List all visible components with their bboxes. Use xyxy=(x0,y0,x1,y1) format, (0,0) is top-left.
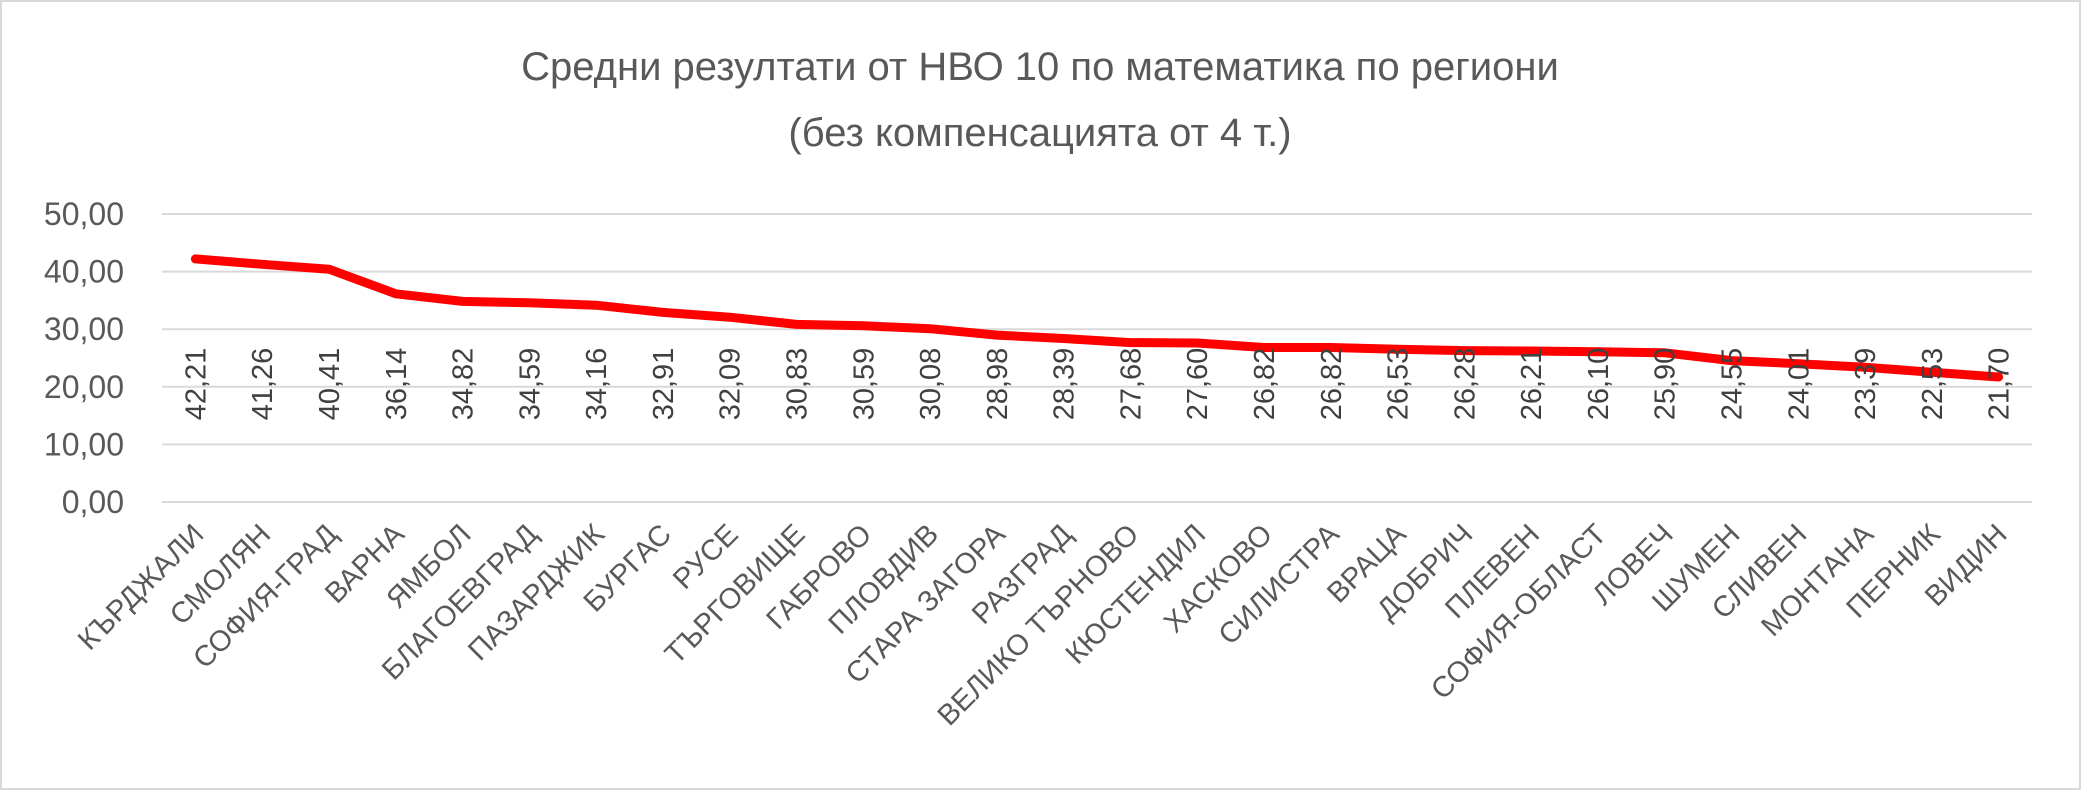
data-label: 25,90 xyxy=(1650,348,1682,421)
series-line-layer xyxy=(190,254,2004,382)
data-label: 30,08 xyxy=(915,348,947,421)
data-label: 27,60 xyxy=(1182,348,1214,421)
data-label: 23,39 xyxy=(1850,348,1882,421)
y-tick-label: 30,00 xyxy=(44,311,124,347)
data-label: 32,09 xyxy=(715,348,747,421)
data-label: 30,59 xyxy=(848,348,880,421)
y-tick-label: 20,00 xyxy=(44,369,124,405)
data-label: 28,39 xyxy=(1049,348,1081,421)
data-label: 42,21 xyxy=(180,348,212,421)
data-label: 36,14 xyxy=(381,348,413,421)
series-line xyxy=(190,254,2004,382)
data-label: 32,91 xyxy=(648,348,680,421)
y-tick-label: 10,00 xyxy=(44,426,124,462)
data-label: 30,83 xyxy=(781,348,813,421)
data-label: 28,98 xyxy=(982,348,1014,421)
chart-subtitle: (без компенсацията от 4 т.) xyxy=(788,111,1291,155)
data-label: 34,16 xyxy=(581,348,613,421)
y-tick-label: 0,00 xyxy=(62,484,124,520)
data-label: 26,53 xyxy=(1383,348,1415,421)
data-label: 34,82 xyxy=(448,348,480,421)
y-axis-ticks: 0,00 10,00 20,00 30,00 40,00 50,00 xyxy=(44,196,124,520)
chart-title: Средни резултати от НВО 10 по математика… xyxy=(521,45,1559,89)
data-label: 26,21 xyxy=(1516,348,1548,421)
data-label: 27,68 xyxy=(1115,348,1147,421)
data-label: 24,55 xyxy=(1716,348,1748,421)
data-label: 34,59 xyxy=(514,348,546,421)
data-label: 40,41 xyxy=(314,348,346,421)
gridlines xyxy=(162,213,2032,503)
data-label: 24,01 xyxy=(1783,348,1815,421)
data-label: 26,10 xyxy=(1583,348,1615,421)
data-label: 22,53 xyxy=(1917,348,1949,421)
data-label: 26,82 xyxy=(1316,348,1348,421)
y-tick-label: 40,00 xyxy=(44,254,124,290)
data-label: 26,28 xyxy=(1449,348,1481,421)
data-labels: 42,21 41,26 40,41 36,14 34,82 34,59 34,16 32,91… xyxy=(180,348,2015,421)
y-tick-label: 50,00 xyxy=(44,196,124,232)
data-label: 41,26 xyxy=(247,348,279,421)
data-label: 26,82 xyxy=(1249,348,1281,421)
x-axis-ticks: КЪРДЖАЛИСМОЛЯНСОФИЯ-ГРАДВАРНАЯМБОЛБЛАГОЕ… xyxy=(72,518,2013,732)
data-label: 21,70 xyxy=(1984,348,2016,421)
